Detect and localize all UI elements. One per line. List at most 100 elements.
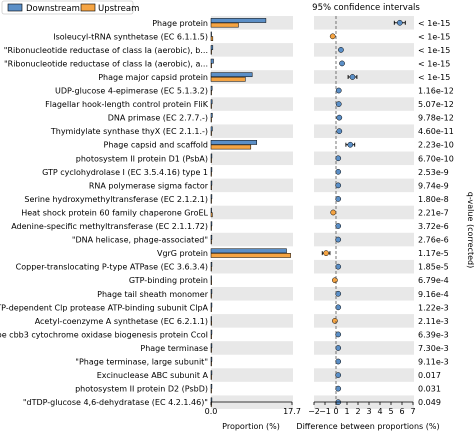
bar-upstream xyxy=(210,225,212,231)
qvalue-label: 9.74e-9 xyxy=(418,181,449,190)
row-label: Isoleucyl-tRNA synthetase (EC 6.1.1.5) xyxy=(53,32,208,41)
row-label: Acetyl-coenzyme A synthetase (EC 6.2.1.1… xyxy=(35,317,208,326)
bar-upstream xyxy=(210,49,212,55)
bar-upstream xyxy=(210,375,212,380)
bar-downstream xyxy=(210,248,287,254)
row-label: GTP cyclohydrolase I (EC 3.5.4.16) type … xyxy=(42,168,208,177)
bar-upstream xyxy=(210,253,291,258)
bar-upstream xyxy=(210,212,213,218)
rows-layer: Phage protein < 1e-15 Isoleucyl-tRNA synth… xyxy=(0,16,454,409)
bar-downstream xyxy=(210,72,253,78)
ci-title: 95% confidence intervals xyxy=(312,3,420,13)
diff-point xyxy=(332,277,338,284)
bar-downstream xyxy=(210,289,213,294)
bar-upstream xyxy=(210,36,214,41)
right-tick-label: 2 xyxy=(355,407,360,416)
bar-downstream xyxy=(210,45,214,50)
bar-downstream xyxy=(210,262,213,267)
row-band-left xyxy=(211,97,293,111)
row-label: "dTDP-glucose 4,6-dehydratase (EC 4.2.1.… xyxy=(23,398,208,407)
left-tick-max: 17.7 xyxy=(283,407,301,416)
qvalue-label: 2.11e-3 xyxy=(418,317,449,326)
row-band-left xyxy=(211,178,293,193)
diff-point xyxy=(336,114,343,121)
legend-swatch-upstream xyxy=(80,3,96,12)
bar-upstream xyxy=(210,347,212,353)
right-tick-label: 3 xyxy=(366,407,371,416)
row-band-left xyxy=(211,151,293,166)
row-band-right xyxy=(314,232,414,247)
row-band-right xyxy=(314,97,414,111)
right-axis: Difference between proportions (%) −2 −1 0… xyxy=(296,401,440,431)
legend-label-downstream: Downstream xyxy=(26,4,80,14)
bar-upstream xyxy=(210,320,212,326)
bar-downstream xyxy=(210,316,212,321)
diff-point xyxy=(335,372,342,378)
bar-upstream xyxy=(210,185,212,191)
row-label: photosystem II protein D2 (PsbD) xyxy=(75,385,208,394)
row-label: Phage tail sheath monomer xyxy=(97,290,209,299)
bar-downstream xyxy=(210,275,212,281)
diff-point xyxy=(330,209,337,216)
right-tick-label: 5 xyxy=(388,407,393,416)
row-label: Type cbb3 cytochrome oxidase biogenesis … xyxy=(0,330,208,339)
qvalue-label: < 1e-15 xyxy=(418,73,450,82)
row-band-left xyxy=(211,287,293,301)
bar-downstream xyxy=(210,397,213,403)
row-band-right xyxy=(314,43,414,57)
bar-downstream xyxy=(210,302,213,308)
row-label: Phage major capsid protein xyxy=(98,73,208,82)
bar-upstream xyxy=(210,158,212,163)
row-band-right xyxy=(314,287,414,301)
row-band-right xyxy=(314,70,414,84)
qvalue-label: 7.30e-3 xyxy=(418,344,449,353)
bar-upstream xyxy=(210,144,252,150)
qvalue-label: 1.85e-5 xyxy=(418,263,449,272)
bar-downstream xyxy=(210,58,214,64)
bar-upstream xyxy=(210,307,212,312)
bar-upstream xyxy=(210,198,212,204)
diff-point xyxy=(332,318,338,324)
row-label: Thymidylate synthase thyX (EC 2.1.1.-) xyxy=(50,127,208,136)
diff-point xyxy=(323,250,329,256)
row-band-right xyxy=(314,151,414,166)
bar-upstream xyxy=(210,280,212,285)
row-label: ATP-dependent Clp protease ATP-binding s… xyxy=(0,303,209,312)
qvalue-label: 6.70e-10 xyxy=(418,154,454,163)
qvalue-label: 1.80e-8 xyxy=(418,195,449,204)
qvalue-label: 2.76e-6 xyxy=(418,236,449,245)
diff-point xyxy=(347,141,354,148)
bar-downstream xyxy=(210,221,213,227)
row-label: Copper-translocating P-type ATPase (EC 3… xyxy=(16,263,208,272)
diff-point xyxy=(335,182,342,189)
bar-downstream xyxy=(210,140,258,145)
bar-upstream xyxy=(210,361,212,367)
row-band-left xyxy=(211,341,293,355)
right-axis-label: Difference between proportions (%) xyxy=(296,422,439,431)
row-label: "DNA helicase, phage-associated" xyxy=(72,236,208,245)
row-label: "Phage terminase, large subunit" xyxy=(75,358,208,367)
row-band-left xyxy=(211,259,293,274)
bar-downstream xyxy=(210,180,213,186)
legend: Downstream Upstream xyxy=(1,0,139,15)
qvalue-axis-label: q-value (corrected) xyxy=(466,192,474,268)
bar-upstream xyxy=(210,388,212,394)
qvalue-label: 1.22e-3 xyxy=(418,303,449,312)
diff-point xyxy=(335,87,342,94)
bar-upstream xyxy=(210,171,212,177)
diff-point xyxy=(329,33,336,40)
qvalue-label: 0.031 xyxy=(418,385,441,394)
row-label: Excinuclease ABC subunit A xyxy=(97,371,209,380)
row-band-left xyxy=(211,43,293,57)
left-axis: 0.0 17.7 Proportion (%) xyxy=(205,401,301,431)
diff-point xyxy=(338,47,344,53)
row-label: Phage protein xyxy=(152,19,208,28)
bar-downstream xyxy=(210,167,213,172)
right-tick-label: 6 xyxy=(399,407,404,416)
right-tick-label: 7 xyxy=(410,407,415,416)
row-band-left xyxy=(211,232,293,247)
row-label: Flagellar hook-length control protein Fl… xyxy=(45,100,209,109)
bar-upstream xyxy=(210,239,212,245)
bar-downstream xyxy=(210,153,213,159)
